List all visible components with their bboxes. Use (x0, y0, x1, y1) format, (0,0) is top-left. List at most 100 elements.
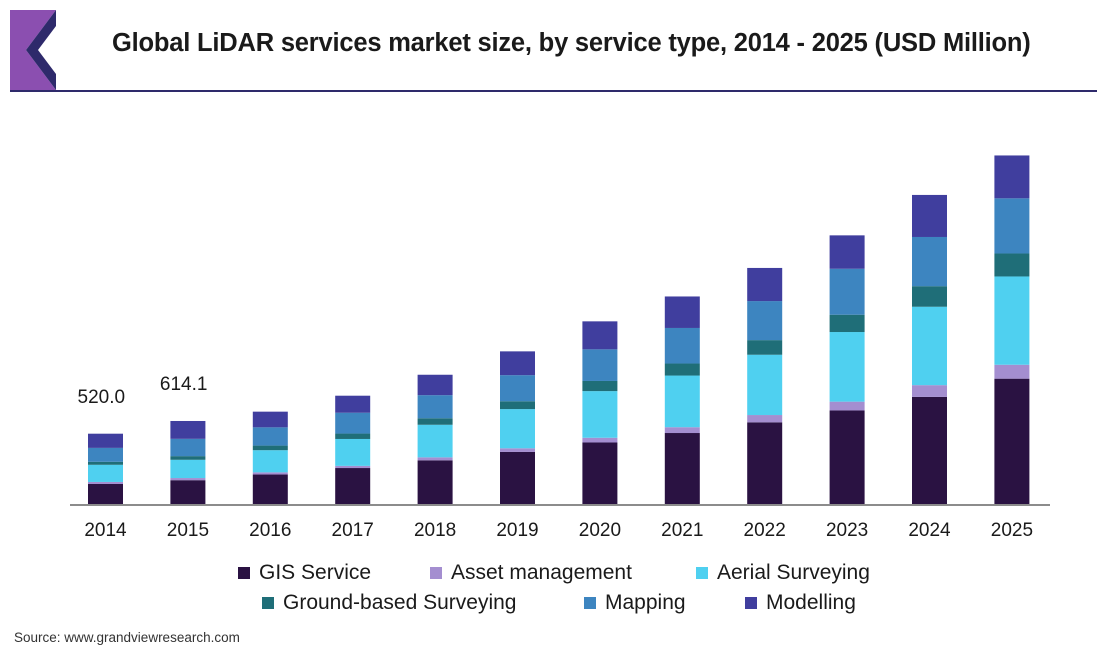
legend-label: Aerial Surveying (717, 561, 870, 584)
legend-label: Mapping (605, 591, 686, 614)
title-divider (10, 90, 1097, 92)
bar-segment-2019-modelling (500, 351, 535, 376)
legend-item-mapping: Mapping (584, 591, 686, 615)
bar-segment-2025-asset-management (994, 364, 1030, 379)
total-label-2015: 614.1 (159, 373, 208, 395)
bar-segment-2016-modelling (252, 411, 288, 428)
bar-segment-2015-gis-service (170, 480, 206, 504)
x-tick-label-2025: 2025 (991, 520, 1033, 541)
x-tick-label-2014: 2014 (84, 520, 127, 541)
chart-title: Global LiDAR services market size, by se… (112, 29, 1031, 57)
legend-label: Modelling (766, 591, 856, 614)
bar-segment-2014-mapping (88, 447, 123, 462)
header: Global LiDAR services market size, by se… (0, 0, 1100, 96)
bar-segment-2025-aerial-surveying (994, 276, 1030, 365)
bar-segment-2020-gis-service (582, 442, 618, 504)
bar-segment-2020-ground-based-surveying (582, 380, 618, 392)
x-tick-label-2021: 2021 (661, 520, 703, 541)
bar-segment-2022-mapping (747, 301, 783, 341)
x-tick-labels: 2014 2015 2016 2017 2018 2019 2020 2021 2022 2023… (84, 520, 1033, 541)
bar-segment-2021-gis-service (664, 433, 700, 504)
legend-item-aerial-surveying: Aerial Surveying (696, 561, 870, 585)
bar-segment-2025-gis-service (994, 378, 1030, 504)
x-tick-label-2019: 2019 (496, 520, 538, 541)
bar-segment-2017-mapping (335, 412, 371, 434)
bar-segment-2021-mapping (664, 327, 700, 364)
bar-segment-2014-asset-management (88, 481, 123, 484)
bar-segment-2019-gis-service (500, 451, 535, 504)
logo-dark-shape (26, 10, 56, 90)
source-note: Source: www.grandviewresearch.com (14, 630, 240, 645)
bar-segment-2022-gis-service (747, 422, 783, 504)
bar-segment-2015-mapping (170, 438, 206, 457)
legend-label: GIS Service (259, 561, 372, 584)
bar-segment-2014-ground-based-surveying (88, 461, 123, 465)
bar-segment-2018-mapping (417, 395, 453, 419)
bar-segment-2019-mapping (500, 375, 535, 402)
bar-segment-2022-aerial-surveying (747, 354, 783, 416)
bar-segment-2016-mapping (252, 427, 288, 446)
bar-segment-2017-gis-service (335, 468, 371, 504)
bar-segment-2024-aerial-surveying (912, 306, 947, 386)
bar-segment-2021-modelling (664, 296, 700, 328)
bar-segment-2020-modelling (582, 321, 618, 350)
bar-segment-2023-aerial-surveying (829, 332, 865, 402)
bar-segment-2017-ground-based-surveying (335, 433, 371, 439)
x-tick-label-2017: 2017 (332, 520, 374, 541)
bar-segment-2018-aerial-surveying (417, 424, 453, 458)
bar-segment-2022-asset-management (747, 415, 783, 423)
bar-segment-2015-modelling (170, 420, 206, 439)
bars-group (88, 155, 1030, 504)
bar-segment-2023-asset-management (829, 401, 865, 411)
bar-segment-2014-gis-service (88, 483, 123, 504)
bar-segment-2021-ground-based-surveying (664, 363, 700, 376)
legend-item-gis-service: GIS Service (238, 561, 371, 585)
bar-segment-2015-asset-management (170, 478, 206, 481)
legend-swatch (262, 597, 274, 609)
legend-item-modelling: Modelling (745, 591, 856, 615)
bar-segment-2017-modelling (335, 395, 371, 413)
bar-segment-2022-ground-based-surveying (747, 340, 783, 355)
x-tick-label-2016: 2016 (249, 520, 291, 541)
bar-segment-2014-modelling (88, 433, 123, 448)
bar-segment-2016-gis-service (252, 474, 288, 504)
bar-segment-2018-modelling (417, 374, 453, 396)
bar-segment-2022-modelling (747, 267, 783, 302)
bar-segment-2017-asset-management (335, 465, 371, 469)
bar-segment-2024-ground-based-surveying (912, 286, 947, 307)
bar-segment-2023-gis-service (829, 410, 865, 504)
x-tick-label-2015: 2015 (167, 520, 209, 541)
total-label-2014: 520.0 (77, 386, 126, 408)
bar-segment-2023-mapping (829, 268, 865, 315)
bar-segment-2019-aerial-surveying (500, 409, 535, 449)
bar-segment-2021-asset-management (664, 427, 700, 434)
legend-label: Asset management (451, 561, 632, 584)
bar-segment-2016-aerial-surveying (252, 450, 288, 473)
bar-segment-2019-asset-management (500, 448, 535, 452)
legend-swatch (584, 597, 596, 609)
bar-segment-2020-asset-management (582, 437, 618, 443)
bar-segment-2025-mapping (994, 198, 1030, 254)
legend: GIS Service Asset management Aerial Survey… (0, 557, 1100, 621)
bar-segment-2025-ground-based-surveying (994, 253, 1030, 277)
bar-segment-2021-aerial-surveying (664, 375, 700, 428)
bar-segment-2023-ground-based-surveying (829, 314, 865, 333)
bar-segment-2024-mapping (912, 236, 947, 287)
legend-swatch (745, 597, 757, 609)
bar-segment-2014-aerial-surveying (88, 464, 123, 482)
grand-view-research-logo (10, 10, 56, 90)
x-tick-label-2020: 2020 (579, 520, 621, 541)
bar-segment-2024-gis-service (912, 396, 947, 504)
legend-swatch (696, 567, 708, 579)
bar-segment-2016-ground-based-surveying (252, 445, 288, 451)
x-tick-label-2023: 2023 (826, 520, 868, 541)
legend-swatch (430, 567, 442, 579)
bar-segment-2015-aerial-surveying (170, 459, 206, 479)
bar-segment-2017-aerial-surveying (335, 438, 371, 466)
bar-segment-2025-modelling (994, 155, 1030, 199)
bar-segment-2019-ground-based-surveying (500, 401, 535, 410)
bar-segment-2016-asset-management (252, 472, 288, 475)
bar-segment-2015-ground-based-surveying (170, 456, 206, 460)
bar-segment-2020-mapping (582, 349, 618, 381)
logo-light-shape (10, 10, 56, 90)
